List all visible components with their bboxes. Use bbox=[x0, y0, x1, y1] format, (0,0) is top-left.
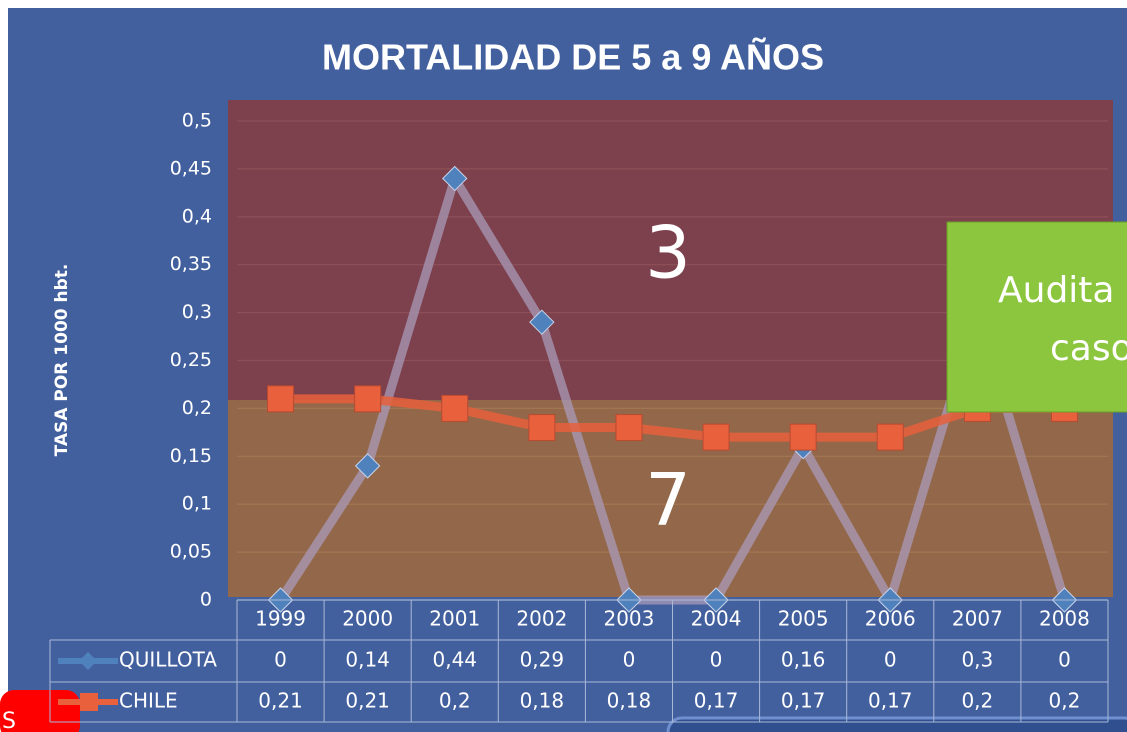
x-tick-label: 2003 bbox=[603, 607, 654, 631]
y-tick-label: 0,05 bbox=[170, 541, 212, 563]
legend-marker bbox=[80, 693, 98, 711]
y-tick-label: 0,4 bbox=[182, 205, 212, 227]
data-label: 0,29 bbox=[520, 648, 565, 672]
data-label: 0,17 bbox=[694, 689, 739, 713]
zone-count: 3 bbox=[645, 211, 691, 295]
y-tick-label: 0,3 bbox=[182, 301, 212, 323]
marker bbox=[267, 385, 295, 413]
data-label: 0,44 bbox=[432, 648, 477, 672]
data-label: 0,21 bbox=[345, 689, 390, 713]
y-tick-label: 0,2 bbox=[182, 397, 212, 419]
data-label: 0,17 bbox=[868, 689, 913, 713]
legend-marker bbox=[79, 652, 97, 670]
x-tick-label: 2002 bbox=[516, 607, 567, 631]
data-label: 0,21 bbox=[258, 689, 303, 713]
data-label: 0,2 bbox=[1049, 689, 1081, 713]
marker bbox=[442, 165, 468, 192]
data-label: 0 bbox=[884, 648, 897, 672]
marker bbox=[615, 414, 643, 442]
data-label: 0 bbox=[1058, 648, 1071, 672]
marker bbox=[702, 423, 730, 451]
data-label: 0,2 bbox=[439, 689, 471, 713]
marker bbox=[354, 385, 382, 413]
legend-label: CHILE bbox=[119, 689, 178, 713]
data-label: 0,18 bbox=[520, 689, 565, 713]
x-tick-label: 2006 bbox=[865, 607, 916, 631]
y-tick-label: 0,15 bbox=[170, 445, 212, 467]
data-label: 0,14 bbox=[345, 648, 390, 672]
y-tick-label: 0,35 bbox=[170, 253, 212, 275]
marker bbox=[876, 423, 904, 451]
data-label: 0 bbox=[274, 648, 287, 672]
y-tick-label: 0,1 bbox=[182, 493, 212, 515]
data-label: 0,3 bbox=[961, 648, 993, 672]
x-tick-label: 2001 bbox=[429, 607, 480, 631]
corner-text: S bbox=[2, 709, 16, 732]
y-tick-label: 0,45 bbox=[170, 157, 212, 179]
y-tick-label: 0,25 bbox=[170, 349, 212, 371]
marker bbox=[529, 309, 555, 335]
data-label: 0 bbox=[710, 648, 723, 672]
note-box bbox=[946, 221, 1127, 413]
x-tick-label: 2005 bbox=[778, 607, 829, 631]
marker bbox=[441, 394, 469, 422]
data-label: 0 bbox=[623, 648, 636, 672]
marker bbox=[354, 453, 381, 479]
note-text: caso bbox=[1050, 328, 1127, 369]
chart-title: MORTALIDAD DE 5 a 9 AÑOS bbox=[322, 36, 824, 78]
x-tick-label: 2007 bbox=[952, 607, 1003, 631]
y-tick-label: 0 bbox=[200, 589, 212, 611]
note-text: Audita bbox=[998, 270, 1114, 311]
data-label: 0,17 bbox=[781, 689, 826, 713]
bottom-box bbox=[666, 716, 1127, 732]
data-label: 0,18 bbox=[607, 689, 652, 713]
x-tick-label: 1999 bbox=[255, 607, 306, 631]
data-label: 0,16 bbox=[781, 648, 826, 672]
x-tick-label: 2008 bbox=[1039, 607, 1090, 631]
y-tick-label: 0,5 bbox=[182, 110, 212, 132]
series-line bbox=[280, 394, 1065, 442]
legend-label: QUILLOTA bbox=[119, 648, 217, 672]
x-tick-label: 2000 bbox=[342, 607, 393, 631]
marker bbox=[789, 423, 817, 451]
x-tick-label: 2004 bbox=[691, 607, 742, 631]
data-label: 0,2 bbox=[961, 689, 993, 713]
marker bbox=[528, 414, 556, 442]
y-axis-label: TASA POR 1000 hbt. bbox=[52, 264, 72, 457]
zone-count: 7 bbox=[645, 458, 691, 542]
